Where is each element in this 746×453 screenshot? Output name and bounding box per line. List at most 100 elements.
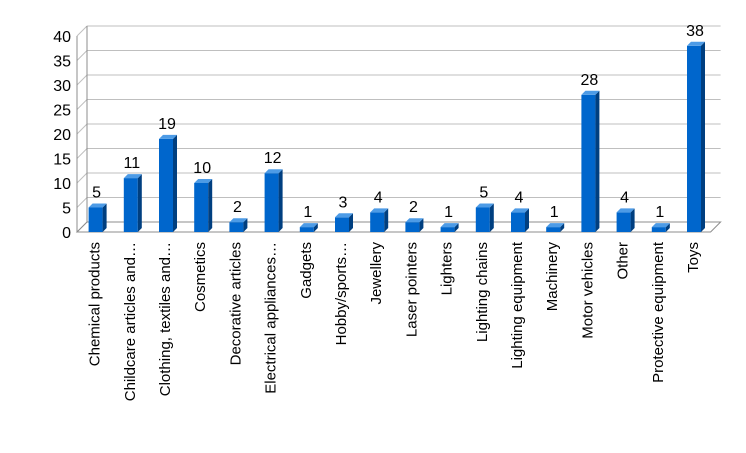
category-label: Childcare articles and…	[122, 242, 139, 401]
bar-front	[581, 94, 596, 232]
bar-front	[299, 227, 314, 232]
y-tick-label: 5	[62, 201, 71, 218]
bar-side	[349, 213, 353, 232]
bar-side	[173, 134, 177, 232]
bar-front	[511, 212, 525, 232]
data-label: 4	[515, 189, 524, 206]
data-label: 1	[303, 204, 312, 221]
data-label: 2	[233, 199, 242, 216]
bar-top	[370, 208, 389, 213]
bar-top	[159, 134, 177, 139]
category-label: Jewellery	[368, 242, 385, 305]
y-tick-label: 35	[53, 54, 71, 71]
bar	[370, 208, 389, 232]
gridline-side	[76, 25, 88, 37]
y-tick-label: 10	[53, 176, 71, 193]
bar-top	[581, 90, 600, 95]
bar-top	[299, 223, 318, 228]
bar-front	[616, 212, 631, 232]
bar	[616, 208, 635, 232]
category-label: Electrical appliances…	[263, 242, 280, 394]
data-label: 1	[550, 204, 559, 221]
bar	[299, 223, 318, 232]
bar-top	[229, 218, 248, 223]
category-label: Lighting equipment	[509, 241, 526, 369]
data-label: 2	[409, 199, 418, 216]
category-label: Toys	[685, 242, 702, 273]
bar-side	[701, 41, 705, 232]
gridline-side	[76, 50, 88, 61]
y-tick-label: 25	[53, 103, 71, 120]
bar-front	[370, 212, 385, 232]
bar-side	[384, 208, 389, 232]
data-label: 12	[264, 150, 282, 167]
category-label: Cosmetics	[192, 242, 209, 312]
bar-side	[489, 203, 494, 232]
category-label: Lighters	[439, 242, 456, 295]
category-label: Chemical products	[87, 242, 104, 366]
y-tick-label: 15	[53, 152, 71, 169]
bar-top	[616, 208, 635, 213]
bar-top	[475, 203, 494, 208]
bar	[405, 218, 424, 232]
data-label: 19	[158, 116, 176, 133]
bar-side	[243, 218, 248, 232]
bar-top	[440, 223, 459, 228]
bar	[264, 169, 283, 232]
data-label: 28	[581, 72, 599, 89]
category-label: Machinery	[544, 242, 561, 312]
bar-front	[88, 207, 103, 232]
bar-top	[405, 218, 424, 223]
bar-front	[546, 227, 561, 232]
bar	[159, 134, 177, 232]
bar-front	[264, 173, 279, 232]
bar-front	[229, 222, 244, 232]
category-label: Hobby/sports…	[333, 242, 350, 345]
bar-top	[264, 169, 283, 174]
category-label: Laser pointers	[403, 242, 420, 337]
data-label: 1	[444, 204, 453, 221]
bar	[335, 213, 353, 232]
grid-layer	[76, 25, 721, 233]
gridline-side	[76, 148, 88, 159]
bar-front	[159, 138, 173, 232]
bar	[546, 223, 565, 232]
bar	[123, 174, 142, 232]
bars-layer	[88, 41, 705, 232]
bar-side	[560, 223, 565, 232]
gridline-side	[76, 74, 88, 86]
category-label: Decorative articles	[227, 242, 244, 365]
bar	[581, 90, 600, 232]
data-label: 5	[92, 185, 101, 202]
gridline-side	[76, 123, 88, 135]
bar-side	[595, 90, 600, 232]
bar-side	[278, 169, 283, 232]
category-label: Protective equipment	[650, 241, 667, 383]
bar-side	[525, 208, 529, 232]
bar-side	[454, 223, 459, 232]
y-tick-label: 40	[53, 29, 71, 46]
bar-front	[194, 183, 209, 232]
bar-top	[123, 174, 142, 179]
gridline-side	[76, 172, 88, 184]
bar	[475, 203, 494, 232]
bar-top	[511, 208, 529, 213]
bar	[511, 208, 529, 232]
y-tick-label: 0	[62, 225, 71, 242]
gridline-side	[76, 99, 88, 110]
bar-top	[651, 223, 670, 228]
bar-front	[651, 227, 666, 232]
bar-front	[123, 178, 138, 232]
data-label: 38	[686, 23, 704, 40]
axis-layer	[75, 26, 722, 233]
category-label: Gadgets	[298, 242, 315, 299]
data-label: 11	[123, 155, 140, 172]
bar	[194, 179, 213, 232]
bar	[440, 223, 459, 232]
bar	[229, 218, 248, 232]
category-label: Lighting chains	[474, 242, 491, 342]
data-label: 1	[655, 204, 664, 221]
